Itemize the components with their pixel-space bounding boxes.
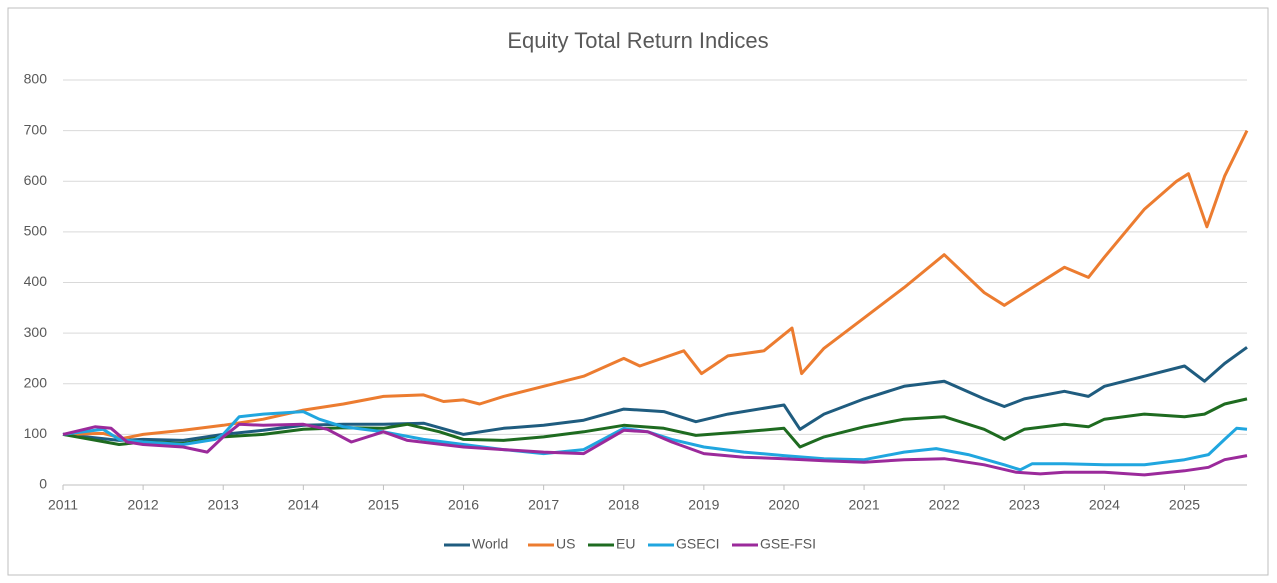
y-tick-label: 600 (24, 172, 48, 188)
x-tick-label: 2023 (1009, 497, 1040, 513)
y-tick-label: 500 (24, 223, 48, 239)
y-tick-label: 700 (24, 121, 48, 137)
x-tick-label: 2020 (768, 497, 799, 513)
y-tick-label: 200 (24, 374, 48, 390)
x-tick-label: 2017 (528, 497, 559, 513)
x-tick-label: 2022 (929, 497, 960, 513)
x-tick-label: 2025 (1169, 497, 1200, 513)
y-tick-label: 0 (39, 476, 47, 492)
series-line (62, 422, 1248, 477)
y-tick-label: 300 (24, 324, 48, 340)
x-tick-label: 2011 (48, 497, 78, 513)
x-tick-label: 2013 (208, 497, 239, 513)
x-tick-label: 2024 (1089, 497, 1120, 513)
x-tick-label: 2019 (688, 497, 719, 513)
x-tick-label: 2015 (368, 497, 399, 513)
legend-label: GSE-FSI (760, 536, 816, 552)
series-line (62, 397, 1248, 449)
y-tick-label: 400 (24, 273, 48, 289)
y-tick-label: 800 (24, 71, 48, 87)
x-tick-label: 2021 (849, 497, 880, 513)
legend-label: GSECI (676, 536, 720, 552)
x-tick-label: 2018 (608, 497, 639, 513)
x-tick-label: 2016 (448, 497, 479, 513)
chart-frame (7, 7, 1269, 576)
legend-label: World (472, 536, 508, 552)
x-tick-label: 2014 (288, 497, 319, 513)
chart-title: Equity Total Return Indices (507, 28, 768, 53)
x-tick-label: 2012 (128, 497, 159, 513)
legend-label: US (556, 536, 575, 552)
y-tick-label: 100 (24, 425, 48, 441)
legend-label: EU (616, 536, 635, 552)
series-line (62, 346, 1248, 442)
